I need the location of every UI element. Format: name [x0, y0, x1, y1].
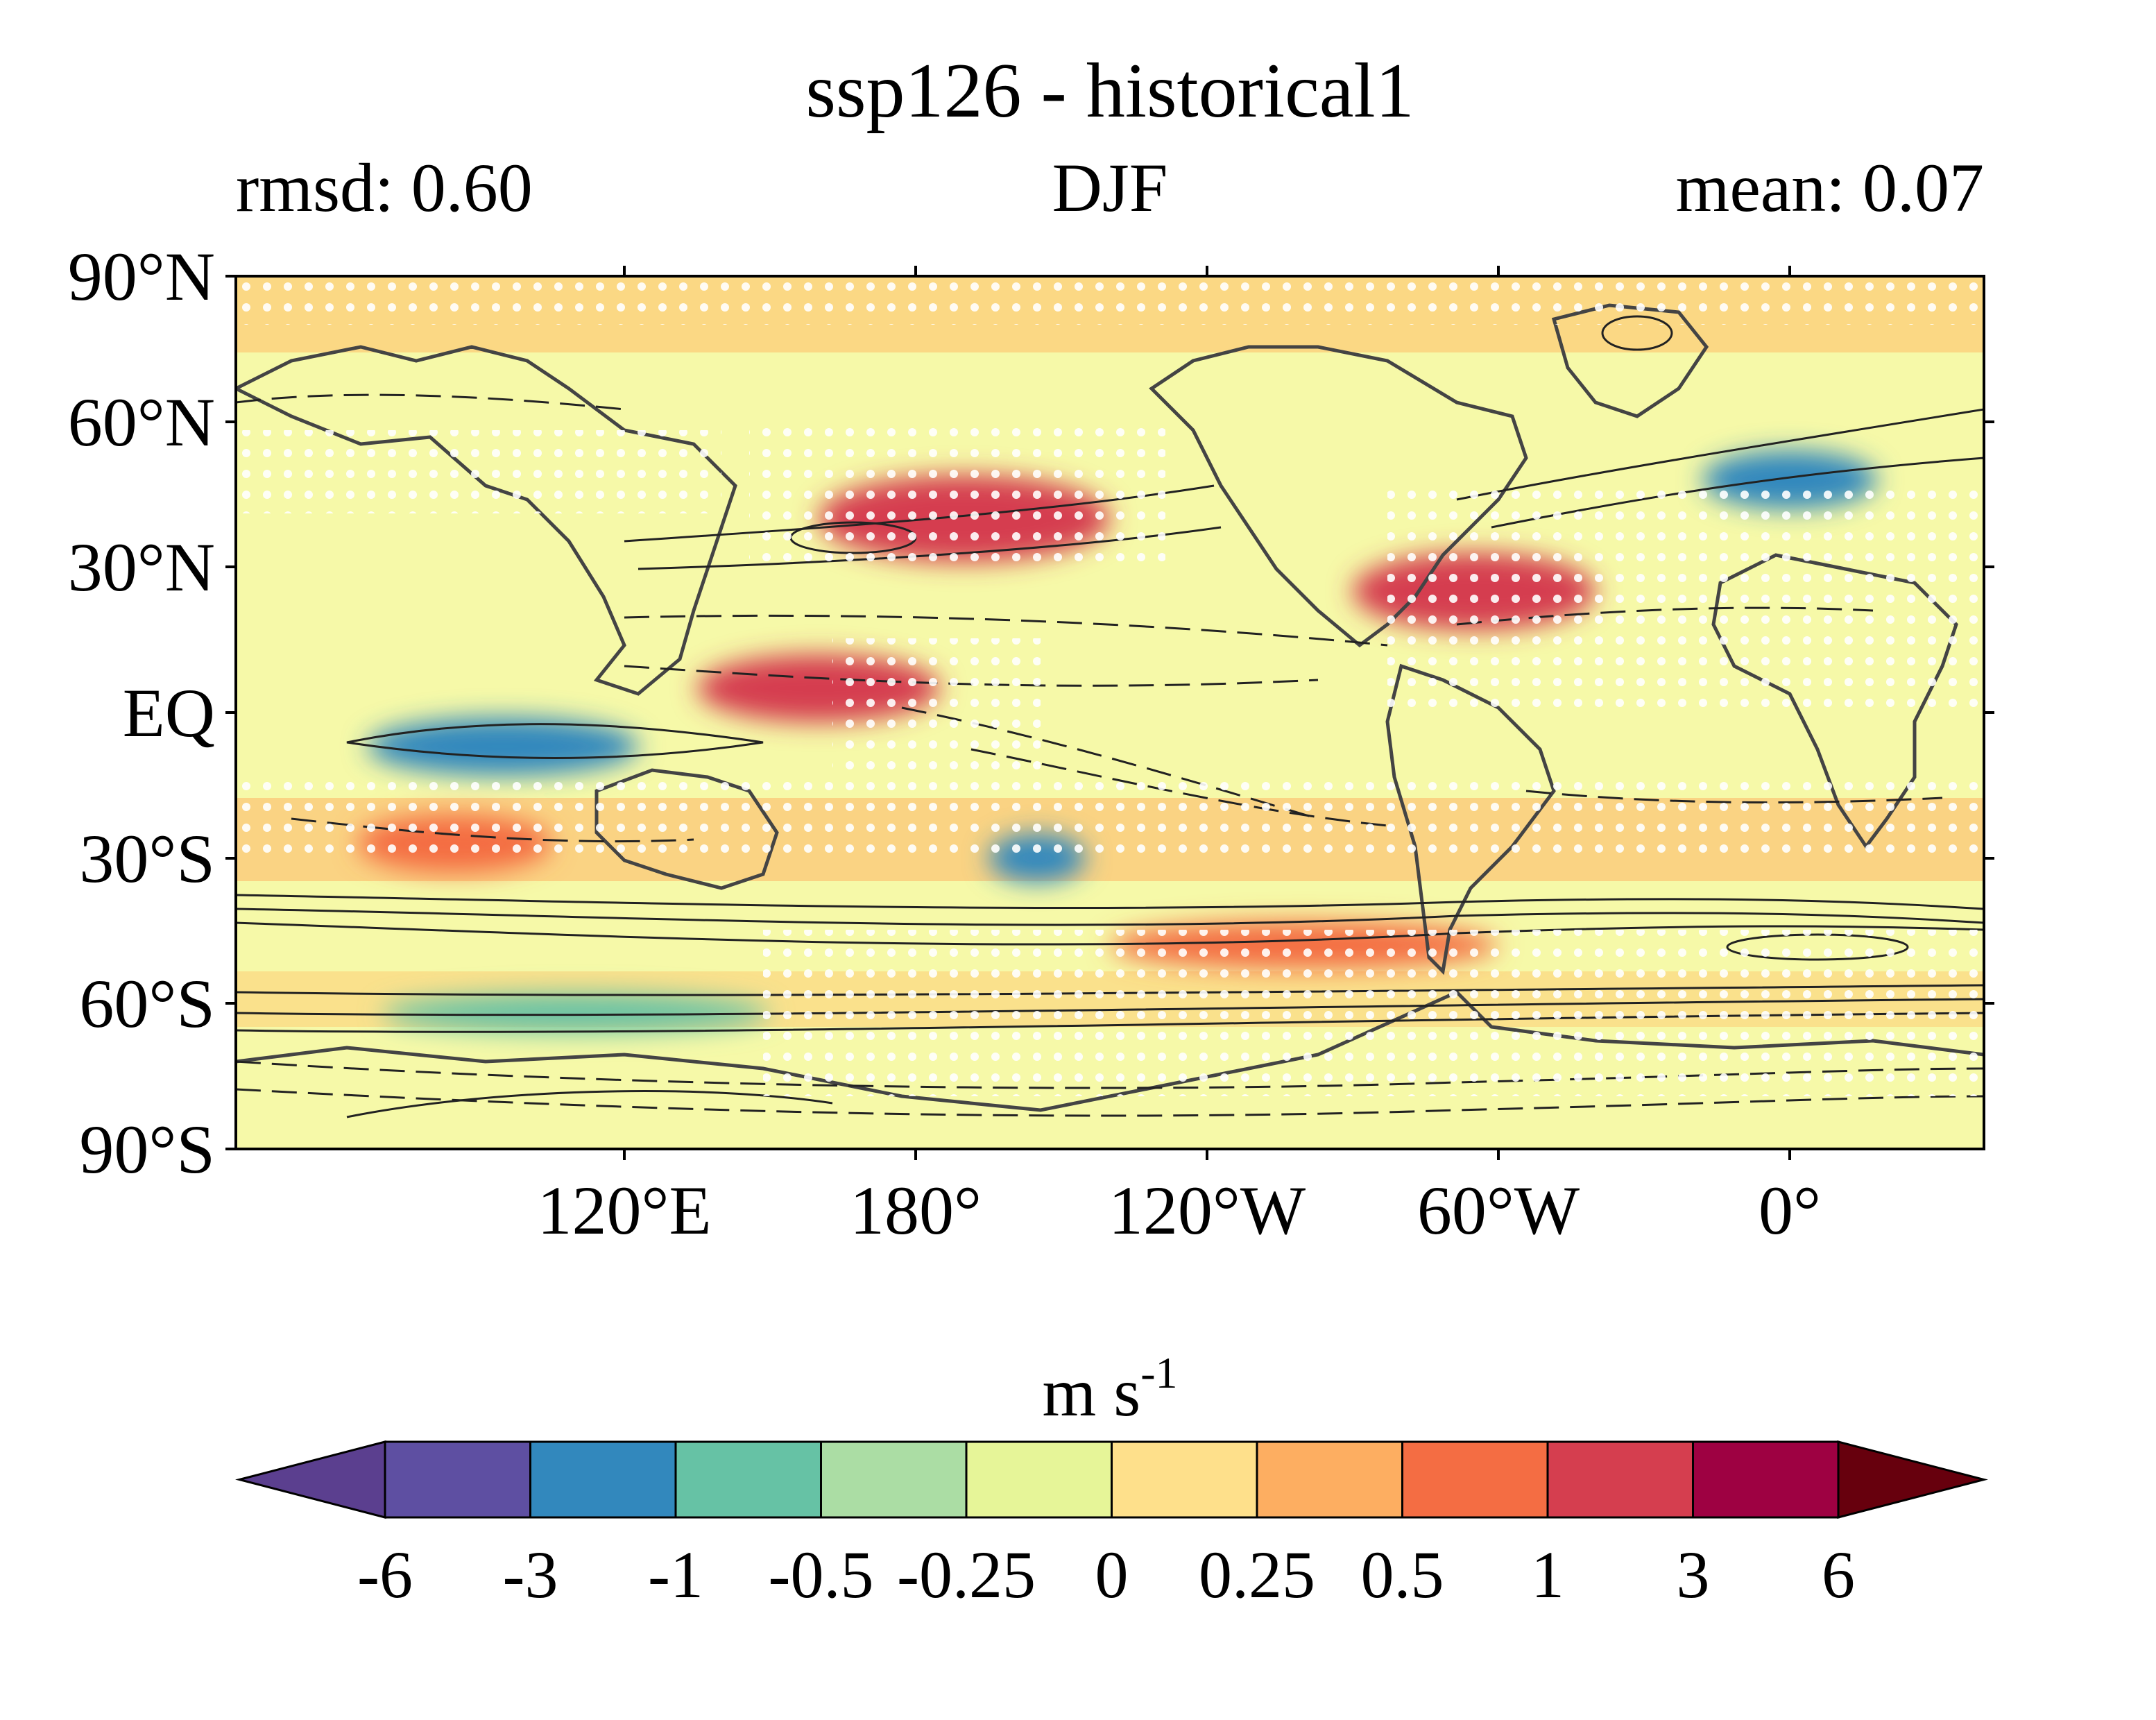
colorbar-segment	[529, 1440, 677, 1519]
contour-trade-1	[624, 614, 1388, 647]
colorbar-tick-label: -3	[503, 1538, 558, 1612]
colorbar-tick-label: -0.5	[769, 1538, 874, 1612]
colorbar-segment	[820, 1440, 968, 1519]
colorbar-tick-labels: -6 -3 -1 -0.5 -0.25 0 0.25 0.5 1 3 6	[357, 1538, 1855, 1612]
colorbar-tick-label: 6	[1822, 1538, 1855, 1612]
axis-ticks	[225, 266, 1994, 1160]
stipple-south	[236, 777, 1984, 860]
anomaly-antarctic-negative	[382, 994, 770, 1033]
map-title: ssp126 - historical1	[805, 48, 1414, 134]
lon-label-180: 180°	[850, 1172, 982, 1249]
season-label: DJF	[1052, 149, 1168, 226]
lat-label-60n: 60°N	[68, 384, 215, 461]
contour-sh-jet-2	[236, 908, 1984, 926]
units-main: m s	[1042, 1354, 1140, 1431]
contour-trade-2	[624, 665, 1319, 687]
colorbar-tick-label: 1	[1531, 1538, 1564, 1612]
lat-label-60s: 60°S	[79, 965, 215, 1042]
colorbar-extend-high	[1837, 1440, 1988, 1519]
colorbar-tick-label: 0.25	[1199, 1538, 1315, 1612]
lon-label-0: 0°	[1759, 1172, 1821, 1249]
units-exponent: -1	[1140, 1348, 1177, 1397]
lon-label-120e: 120°E	[537, 1172, 711, 1249]
colorbar	[235, 1440, 1988, 1519]
stipple-io	[236, 430, 721, 513]
significance-stippling	[236, 276, 1984, 1096]
stipple-arctic	[236, 276, 1984, 325]
stipple-atlantic	[1387, 486, 1984, 708]
lat-label-30s: 30°S	[79, 820, 215, 897]
colorbar-segment	[1546, 1440, 1694, 1519]
colorbar-tick-label: 3	[1677, 1538, 1710, 1612]
colorbar-segment	[965, 1440, 1113, 1519]
colorbar-segment	[1111, 1440, 1258, 1519]
contour-io-westerly	[346, 723, 764, 759]
lon-label-120w: 120°W	[1109, 1172, 1306, 1249]
colorbar-segment	[1401, 1440, 1549, 1519]
stipple-southern-ocean	[763, 930, 1984, 1096]
lon-label-60w: 60°W	[1417, 1172, 1580, 1249]
lat-label-90n: 90°N	[68, 238, 215, 315]
lat-label-30n: 30°N	[68, 529, 215, 606]
stipple-wp	[832, 638, 1041, 777]
lat-label-90s: 90°S	[79, 1111, 215, 1188]
stipple-nh-pacific	[749, 416, 1165, 569]
colorbar-tick-label: -0.25	[897, 1538, 1036, 1612]
rmsd-label: rmsd: 0.60	[236, 149, 533, 226]
contour-sh-jet-1	[236, 894, 1984, 910]
contour-polar-2	[236, 1088, 1984, 1117]
colorbar-segment	[1692, 1440, 1840, 1519]
colorbar-segment	[1256, 1440, 1403, 1519]
colorbar-segment	[384, 1440, 531, 1519]
colorbar-tick-label: 0	[1095, 1538, 1129, 1612]
contour-arctic	[236, 393, 625, 411]
colorbar-extend-low	[235, 1440, 386, 1519]
colorbar-tick-label: -6	[357, 1538, 413, 1612]
lat-label-eq: EQ	[123, 674, 215, 751]
mean-label: mean: 0.07	[1676, 149, 1984, 226]
colorbar-tick-label: 0.5	[1361, 1538, 1444, 1612]
map-panel	[236, 276, 1984, 1149]
colorbar-tick-label: -1	[648, 1538, 703, 1612]
colorbar-segment	[674, 1440, 822, 1519]
colorbar-units: m s-1	[1042, 1348, 1177, 1431]
anomaly-indian-ocean-equatorial-negative	[367, 717, 639, 776]
